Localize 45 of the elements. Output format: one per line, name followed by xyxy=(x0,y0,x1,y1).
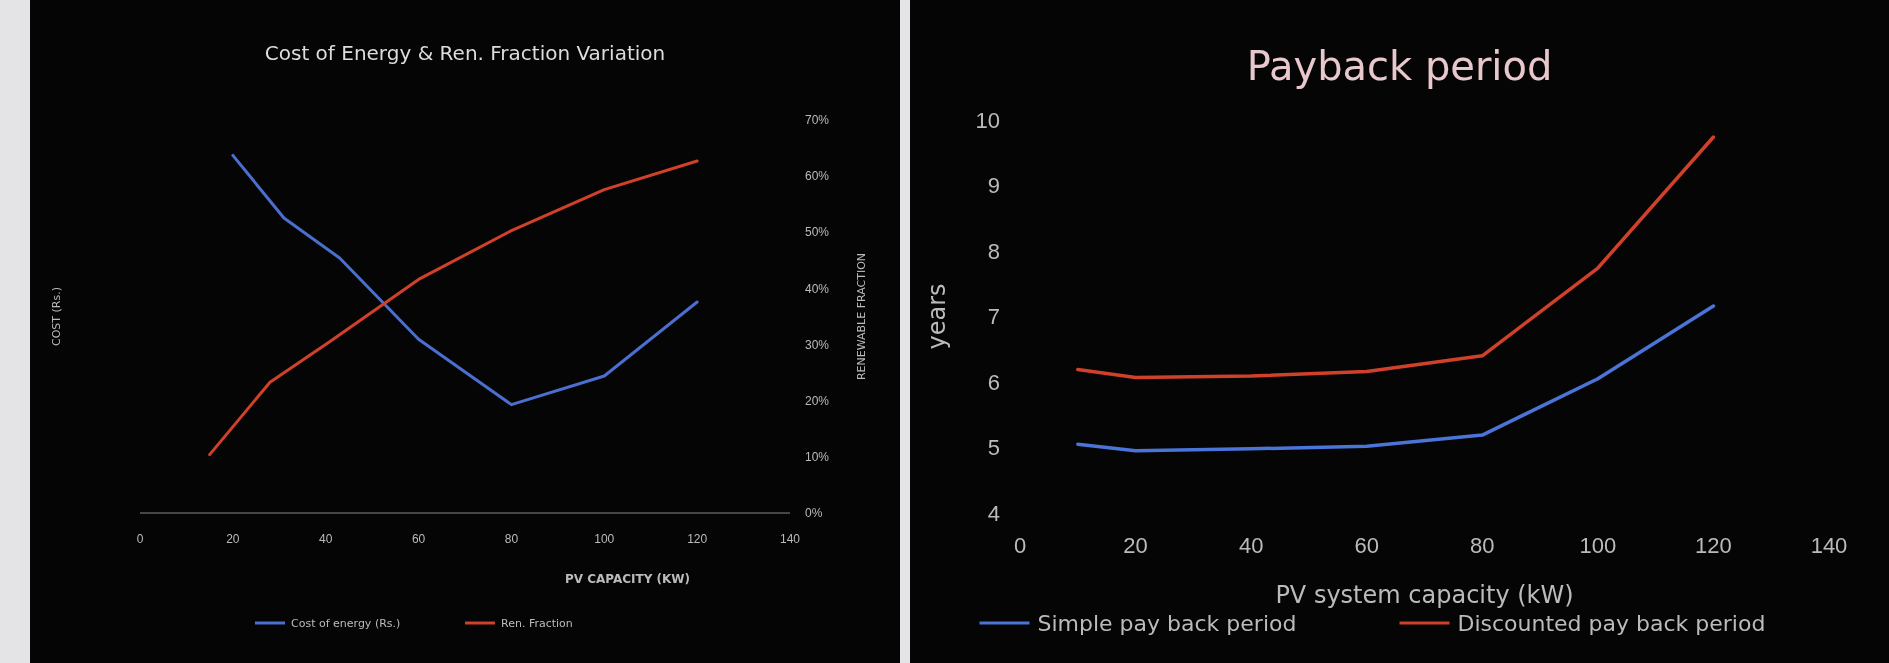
x-tick-label: 80 xyxy=(1470,533,1495,558)
line-series xyxy=(1076,304,1716,453)
legend-label: Simple pay back period xyxy=(1037,610,1297,636)
x-tick-label: 40 xyxy=(319,532,333,546)
y-tick-label: 40% xyxy=(805,281,830,296)
y-tick-label: 4 xyxy=(987,500,1000,526)
y-tick-label: 9 xyxy=(987,173,1000,199)
x-tick-label: 120 xyxy=(1695,533,1732,558)
y-tick-label: 70% xyxy=(805,113,830,128)
legend-label: Cost of energy (Rs.) xyxy=(291,617,401,631)
legend-label: Ren. Fraction xyxy=(501,617,573,631)
y-tick-label: 10 xyxy=(975,107,1000,133)
x-tick-label: 100 xyxy=(1579,533,1617,558)
y-tick-label: 50% xyxy=(805,225,830,240)
y-axis-title: COST (Rs.) xyxy=(50,287,63,346)
line-series xyxy=(208,159,699,457)
x-tick-label: 0 xyxy=(136,532,144,546)
y-tick-label: 10% xyxy=(805,450,830,465)
y-tick-label: 30% xyxy=(805,337,830,352)
x-tick-label: 20 xyxy=(1123,533,1148,558)
y-tick-label: 8 xyxy=(987,238,1000,264)
y-axis-title: RENEWABLE FRACTION xyxy=(855,252,868,381)
x-tick-label: 100 xyxy=(594,532,615,546)
y-tick-label: 7 xyxy=(987,304,1000,330)
x-tick-label: 140 xyxy=(1810,533,1848,558)
x-tick-label: 40 xyxy=(1238,533,1264,558)
line-series xyxy=(1076,135,1716,380)
x-tick-label: 60 xyxy=(411,532,426,546)
x-axis-title: PV CAPACITY (KW) xyxy=(564,572,691,586)
x-axis-title: PV system capacity (kW) xyxy=(1275,581,1574,609)
y-tick-label: 6 xyxy=(987,369,1000,395)
chart-title: Cost of Energy & Ren. Fraction Variation xyxy=(264,41,666,65)
x-tick-label: 120 xyxy=(687,532,708,546)
x-tick-label: 0 xyxy=(1013,533,1027,558)
legend-label: Discounted pay back period xyxy=(1457,610,1766,636)
y-axis-title: years xyxy=(923,283,951,350)
x-tick-label: 20 xyxy=(226,532,240,546)
x-tick-label: 140 xyxy=(779,532,801,546)
y-tick-label: 20% xyxy=(805,393,830,408)
y-tick-label: 5 xyxy=(987,435,1000,461)
chart-title: Payback period xyxy=(1246,43,1553,89)
y-tick-label: 60% xyxy=(805,169,830,184)
y-tick-label: 0% xyxy=(805,506,823,521)
x-tick-label: 60 xyxy=(1354,533,1379,558)
x-tick-label: 80 xyxy=(504,532,519,546)
